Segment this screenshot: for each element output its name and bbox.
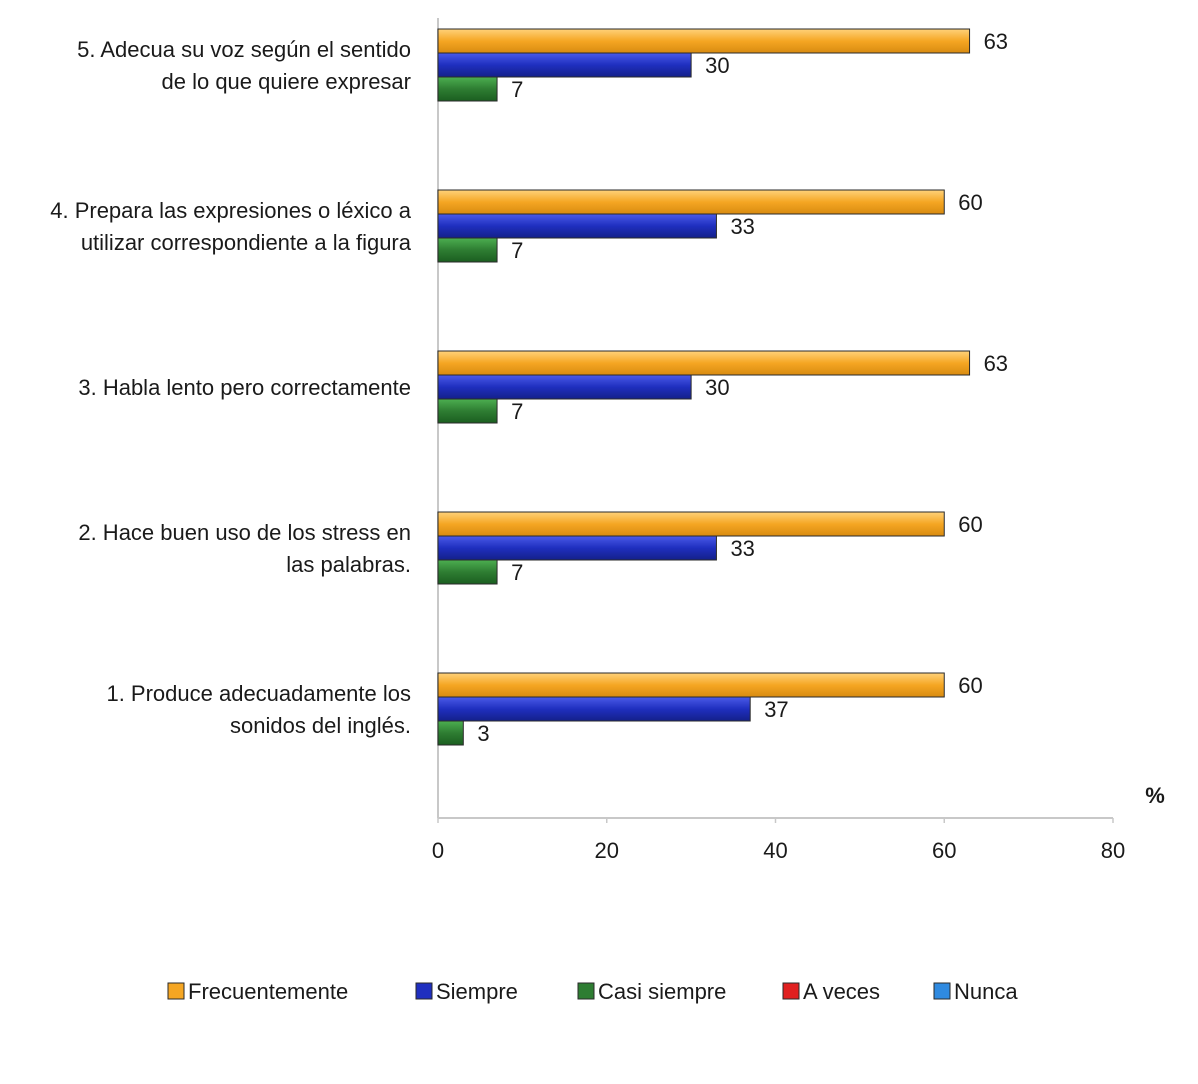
bar-value-label: 60: [958, 512, 982, 537]
bar-frecuentemente: [437, 672, 945, 698]
legend-swatch: [782, 982, 800, 1000]
legend-swatch: [577, 982, 595, 1000]
category-label: 5. Adecua su voz según el sentido de lo q…: [77, 37, 411, 94]
legend-swatch: [415, 982, 433, 1000]
legend-item-casi-siempre: Casi siempre: [577, 979, 726, 1004]
legend-item-nunca: Nunca: [933, 979, 1018, 1004]
bar-value-label: 3: [477, 721, 489, 746]
bar-value-label: 63: [984, 29, 1008, 54]
bar-casi-siempre: [437, 720, 464, 746]
bar-frecuentemente: [437, 189, 945, 215]
category-label: 2. Hace buen uso de los stress en las pal…: [78, 520, 411, 577]
bar-value-label: 63: [984, 351, 1008, 376]
legend-label: Siempre: [436, 979, 518, 1004]
legend-label: Frecuentemente: [188, 979, 348, 1004]
bar-siempre: [437, 213, 717, 239]
legend-swatch: [933, 982, 951, 1000]
bar-value-label: 7: [511, 238, 523, 263]
bar-frecuentemente: [437, 350, 971, 376]
bar-value-label: 7: [511, 77, 523, 102]
x-tick-label: 0: [432, 838, 444, 863]
bar-value-label: 30: [705, 375, 729, 400]
legend-swatch: [167, 982, 185, 1000]
bar-siempre: [437, 535, 717, 561]
category-label: 3. Habla lento pero correctamente: [78, 375, 411, 400]
bar-frecuentemente: [437, 511, 945, 537]
bar-siempre: [437, 52, 692, 78]
bar-siempre: [437, 374, 692, 400]
category-label: 4. Prepara las expresiones o léxico a uti…: [50, 198, 412, 255]
x-tick-label: 80: [1101, 838, 1125, 863]
legend-label: A veces: [803, 979, 880, 1004]
legend-item-frecuentemente: Frecuentemente: [167, 979, 348, 1004]
legend-item-a-veces: A veces: [782, 979, 880, 1004]
legend-item-siempre: Siempre: [415, 979, 518, 1004]
bar-frecuentemente: [437, 28, 971, 54]
category-label: 1. Produce adecuadamente los sonidos del …: [106, 681, 411, 738]
legend-label: Nunca: [954, 979, 1018, 1004]
bar-value-label: 60: [958, 190, 982, 215]
bar-casi-siempre: [437, 398, 498, 424]
bar-value-label: 7: [511, 560, 523, 585]
bar-value-label: 30: [705, 53, 729, 78]
x-tick-label: 40: [763, 838, 787, 863]
bar-value-label: 60: [958, 673, 982, 698]
bar-casi-siempre: [437, 559, 498, 585]
bar-value-label: 33: [730, 536, 754, 561]
x-tick-label: 60: [932, 838, 956, 863]
legend: Frecuentemente Siempre Casi siempre A veces…: [167, 979, 1018, 1004]
x-unit-label: %: [1145, 783, 1165, 808]
x-tick-label: 20: [595, 838, 619, 863]
bar-value-label: 33: [730, 214, 754, 239]
legend-label: Casi siempre: [598, 979, 726, 1004]
bar-casi-siempre: [437, 237, 498, 263]
bar-casi-siempre: [437, 76, 498, 102]
bar-siempre: [437, 696, 751, 722]
bar-value-label: 37: [764, 697, 788, 722]
bar-value-label: 7: [511, 399, 523, 424]
